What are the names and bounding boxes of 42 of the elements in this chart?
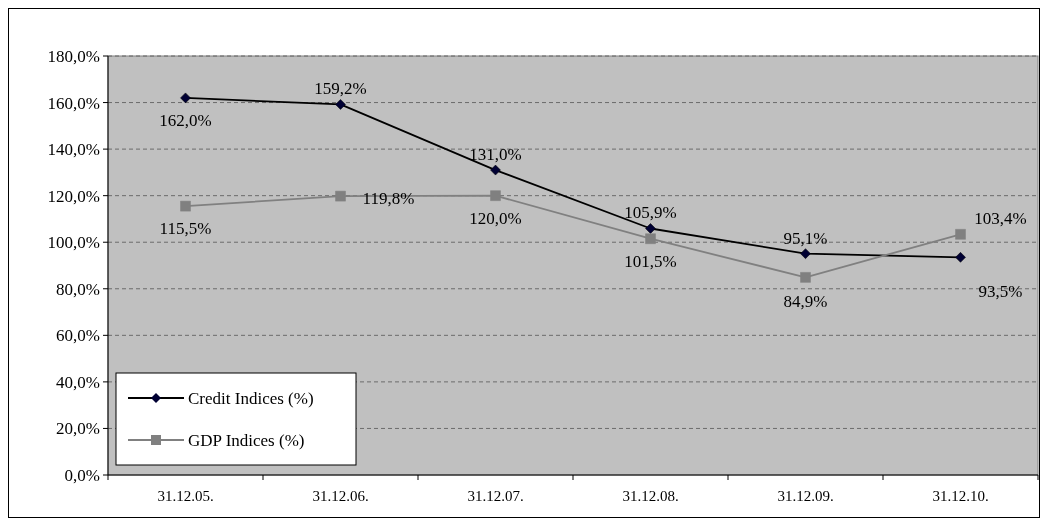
point: [645, 223, 656, 234]
point: [490, 190, 501, 201]
y-tick-label: 80,0%: [56, 279, 100, 299]
legend-label: Credit Indices (%): [188, 389, 314, 408]
x-tick-label: 31.12.05.: [157, 488, 214, 504]
point: [335, 99, 346, 110]
data-label: 84,9%: [783, 292, 828, 312]
x-tick-label: 31.12.06.: [312, 488, 369, 504]
data-label: 103,4%: [974, 209, 1027, 229]
point: [335, 190, 346, 202]
legend-label: GDP Indices (%): [188, 431, 305, 450]
y-tick-label: 40,0%: [56, 372, 100, 392]
point: [800, 248, 811, 259]
data-label: 162,0%: [159, 110, 212, 130]
data-label: 119,8%: [362, 189, 415, 209]
data-label: 131,0%: [469, 145, 522, 165]
data-label: 95,1%: [783, 228, 828, 248]
point: [645, 233, 656, 244]
y-tick-label: 0,0%: [64, 465, 100, 485]
y-tick-label: 100,0%: [47, 233, 100, 253]
data-label: 120,0%: [469, 208, 522, 228]
data-label: 105,9%: [624, 203, 677, 223]
y-tick-label: 20,0%: [56, 419, 100, 439]
data-label: 159,2%: [314, 79, 367, 99]
point: [490, 164, 501, 176]
y-tick-label: 60,0%: [56, 326, 100, 346]
y-tick-label: 160,0%: [47, 93, 100, 113]
point: [955, 252, 966, 263]
point: [180, 200, 191, 212]
data-label: 101,5%: [624, 251, 677, 271]
point: [180, 92, 191, 104]
y-tick-label: 120,0%: [47, 186, 100, 206]
x-tick-label: 31.12.09.: [777, 488, 834, 504]
point: [800, 272, 811, 283]
y-tick-label: 140,0%: [47, 140, 100, 160]
data-label: 93,5%: [978, 282, 1023, 302]
x-tick-label: 31.12.10.: [932, 488, 989, 504]
x-tick-label: 31.12.08.: [622, 488, 679, 504]
data-label: 115,5%: [159, 219, 212, 239]
x-tick-label: 31.12.07.: [467, 488, 524, 504]
point: [955, 229, 966, 240]
y-tick-label: 180,0%: [47, 46, 100, 66]
